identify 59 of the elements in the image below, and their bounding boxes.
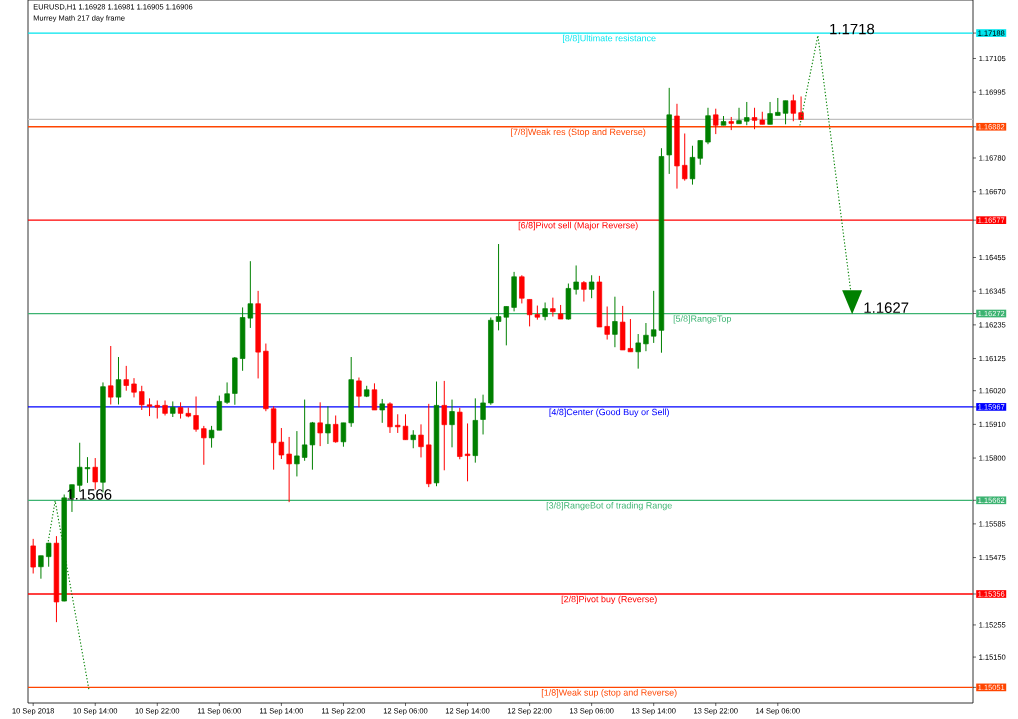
candlestick (286, 436, 292, 503)
candlestick (635, 333, 641, 370)
candlestick (782, 100, 789, 125)
ref-line-label: [5/8]RangeTop (673, 315, 732, 324)
candlestick (115, 356, 122, 405)
candlestick (418, 423, 424, 458)
candlestick (550, 297, 556, 318)
candlestick (108, 345, 114, 405)
candlestick (395, 413, 401, 434)
ref-line-label: [8/8]Ultimate resistance (562, 34, 656, 44)
candlestick (371, 382, 378, 411)
candlestick (767, 101, 773, 125)
candlestick (480, 394, 486, 435)
annotation: 1.1718 (830, 23, 875, 35)
candlestick (449, 399, 455, 448)
candlestick (464, 422, 471, 482)
candlestick (744, 101, 750, 126)
candlestick (123, 365, 129, 392)
candlestick (333, 414, 339, 444)
ref-line-label: [4/8]Center (Good Buy or Sell) (549, 408, 669, 417)
candlestick (325, 405, 331, 445)
candlestick (92, 457, 98, 491)
candlestick (643, 322, 649, 352)
candlestick (387, 401, 393, 434)
candlestick (697, 140, 703, 166)
candlestick (682, 132, 688, 182)
candlestick (604, 305, 610, 341)
candlestick (689, 145, 696, 186)
candlestick (410, 429, 416, 449)
candlestick (131, 377, 137, 398)
ref-line-label: [6/8]Pivot sell (Major Reverse) (518, 221, 638, 231)
candlestick (201, 425, 207, 466)
candlestick (294, 430, 300, 477)
candlestick (573, 264, 579, 296)
candlestick (139, 385, 145, 411)
candlestick (38, 555, 44, 580)
candlestick (317, 401, 323, 447)
annotation: 1.1627 (864, 302, 909, 313)
candlestick (790, 94, 796, 122)
candlestick (30, 538, 36, 574)
candlestick (581, 280, 587, 303)
candlestick (224, 381, 230, 405)
candlestick (612, 296, 618, 348)
candlestick (736, 107, 742, 125)
candlestick (713, 108, 719, 135)
ref-line-label: [2/8]Pivot buy (Reverse) (561, 595, 657, 605)
ref-line-label: [3/8]RangeBot of trading Range (546, 502, 672, 511)
candlestick (340, 422, 347, 448)
candlestick (519, 274, 525, 304)
candlestick (379, 398, 385, 424)
candlestick (154, 399, 160, 420)
candlestick (193, 396, 199, 433)
candlestick (402, 413, 409, 441)
ref-line-label: [7/8]Weak res (Stop and Reverse) (511, 128, 646, 137)
candlestick (356, 377, 362, 408)
ref-line-label: [1/8]Weak sup (stop and Reverse) (541, 689, 677, 698)
candlestick (441, 380, 447, 471)
candlestick (588, 274, 595, 299)
candlestick (798, 95, 804, 121)
